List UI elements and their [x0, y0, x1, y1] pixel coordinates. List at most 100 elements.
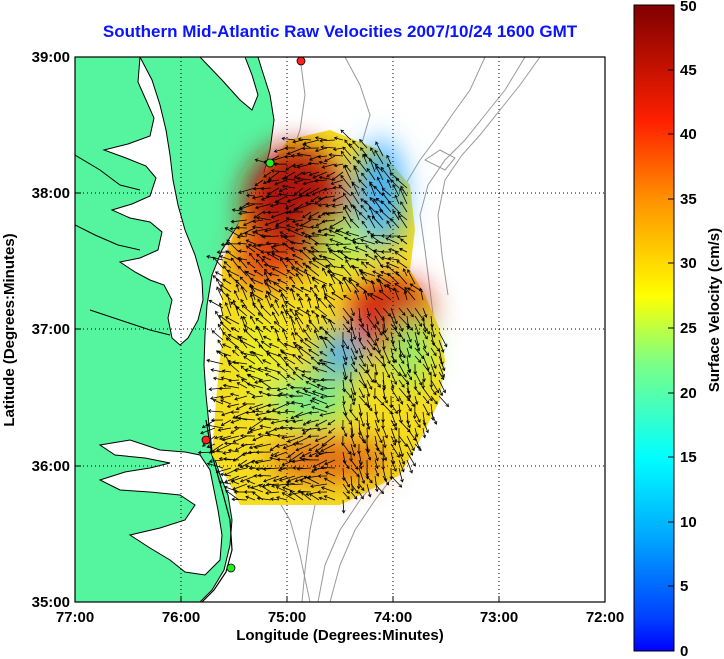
velocity-vector-head [286, 258, 291, 262]
velocity-vector [231, 327, 240, 333]
velocity-vector-head [366, 449, 371, 454]
velocity-vector [305, 265, 320, 277]
velocity-vector-head [442, 389, 446, 394]
velocity-vector [290, 315, 296, 333]
velocity-vector [374, 451, 379, 461]
velocity-vector-head [422, 378, 426, 383]
velocity-vector [273, 282, 288, 293]
velocity-vector-head [301, 369, 306, 374]
velocity-vector-head [240, 315, 244, 320]
velocity-vector-head [352, 391, 357, 396]
velocity-vector-head [376, 419, 380, 424]
velocity-vector [286, 218, 296, 221]
velocity-vector-head [301, 146, 306, 151]
velocity-vector-head [380, 490, 385, 495]
velocity-vector [240, 365, 248, 373]
velocity-vector [240, 316, 248, 333]
velocity-vector [277, 338, 288, 349]
velocity-vector [282, 138, 296, 141]
velocity-vector-head [303, 329, 307, 333]
velocity-vector [303, 329, 312, 341]
velocity-vector-head [210, 418, 215, 423]
velocity-vector-head [271, 407, 276, 412]
velocity-vector [317, 384, 328, 389]
velocity-vector-head [295, 447, 300, 452]
velocity-vector [222, 370, 232, 373]
velocity-vector-head [359, 354, 364, 359]
velocity-vector [371, 280, 376, 293]
velocity-vector-head [386, 154, 390, 159]
velocity-vector [342, 499, 345, 513]
velocity-vector-head [290, 153, 295, 158]
velocity-vector-head [277, 393, 281, 398]
velocity-vector-head [249, 350, 253, 355]
velocity-vector-head [344, 204, 349, 209]
velocity-vector [220, 473, 232, 477]
velocity-vector-head [249, 293, 254, 298]
velocity-vector [270, 303, 280, 317]
velocity-vector [225, 316, 240, 325]
velocity-vector [438, 395, 449, 407]
velocity-vector [414, 427, 418, 437]
velocity-vector [398, 443, 404, 457]
velocity-vector [249, 252, 256, 261]
velocity-vector [406, 347, 411, 358]
velocity-vector-head [226, 404, 231, 408]
velocity-vector-head [244, 270, 248, 275]
velocity-vector-head [215, 310, 219, 315]
velocity-vector [219, 387, 232, 389]
velocity-vector-head [375, 337, 379, 342]
velocity-vector-head [385, 261, 390, 266]
velocity-vector-head [366, 405, 371, 409]
velocity-vector-head [266, 290, 270, 295]
velocity-vector-head [325, 404, 329, 409]
velocity-vector-head [261, 234, 266, 239]
velocity-vector-head [315, 423, 319, 427]
velocity-vector-head [398, 484, 403, 488]
velocity-vector-head [305, 265, 309, 269]
velocity-vector-head [309, 399, 314, 403]
velocity-vector-head [257, 432, 262, 437]
velocity-vector-head [265, 491, 269, 495]
velocity-vector-head [316, 361, 321, 366]
velocity-vector-head [392, 210, 396, 214]
velocity-vector-head [253, 473, 257, 478]
velocity-vector [252, 351, 264, 365]
velocity-vector-head [270, 246, 275, 250]
velocity-vector-head [217, 339, 221, 344]
velocity-vector [359, 139, 368, 149]
velocity-vector-head [230, 410, 234, 415]
velocity-vector [378, 279, 384, 293]
velocity-vector-head [222, 383, 227, 388]
velocity-vector [331, 179, 344, 185]
velocity-vector-head [346, 495, 350, 500]
velocity-vector-head [383, 284, 388, 288]
velocity-vector [210, 395, 224, 399]
velocity-vector [315, 293, 320, 309]
velocity-vector-head [251, 395, 256, 399]
velocity-vector-head [360, 276, 365, 281]
velocity-vector [342, 475, 350, 488]
velocity-vector-head [234, 447, 239, 451]
velocity-vector [294, 332, 304, 341]
velocity-vector [308, 298, 312, 309]
velocity-vector [226, 239, 240, 253]
colorbar-tick-label: 45 [680, 62, 697, 79]
velocity-vector-head [398, 247, 403, 252]
velocity-vector [322, 219, 336, 223]
velocity-vector-head [250, 459, 255, 464]
velocity-vector [308, 261, 320, 269]
velocity-vector-head [197, 450, 202, 455]
velocity-vector [296, 435, 312, 444]
velocity-vector-head [256, 253, 260, 258]
velocity-vector [254, 270, 264, 277]
velocity-vector-head [322, 255, 327, 260]
velocity-vector [422, 323, 430, 335]
velocity-vector [311, 406, 328, 413]
velocity-vector-head [222, 451, 227, 455]
velocity-vector-head [276, 338, 281, 342]
velocity-vector-head [217, 323, 222, 328]
velocity-vector [390, 443, 400, 458]
velocity-vector-head [255, 407, 259, 411]
velocity-vector-head [380, 200, 385, 204]
